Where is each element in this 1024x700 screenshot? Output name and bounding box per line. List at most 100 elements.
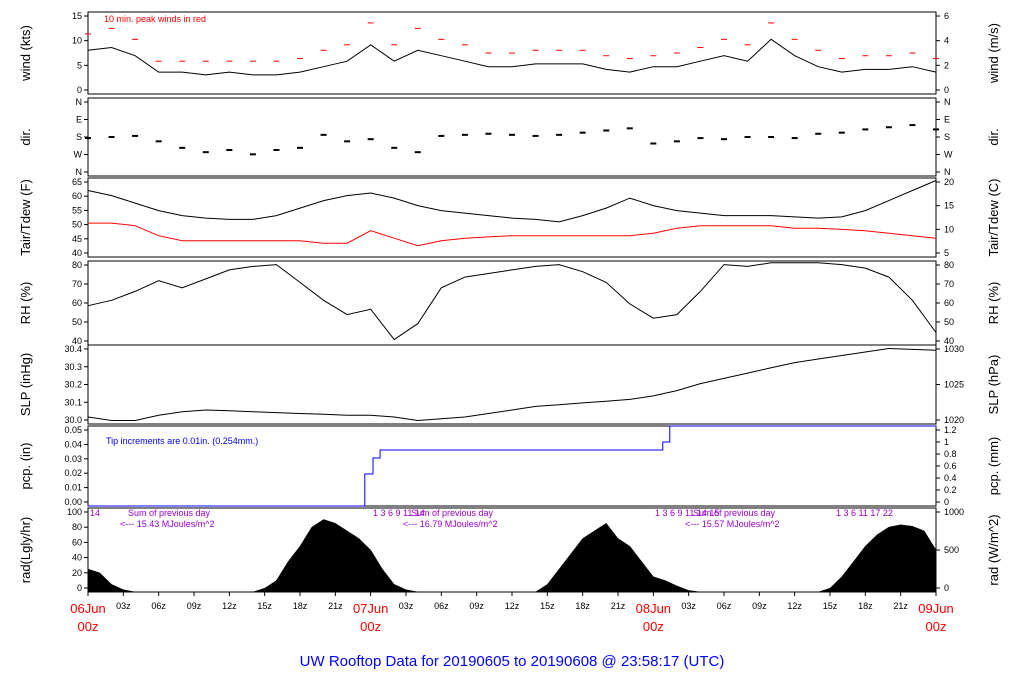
x-tick-label: 03z bbox=[399, 601, 414, 611]
x-tick-label: 12z bbox=[505, 601, 520, 611]
slp-ytick-label-left: 30.1 bbox=[64, 397, 82, 407]
x-tick-label: 09z bbox=[752, 601, 767, 611]
x-day-hour: 00z bbox=[360, 619, 381, 634]
dir-point bbox=[933, 128, 939, 131]
rad-ytick-label-left: 80 bbox=[72, 522, 82, 532]
dir-point bbox=[650, 142, 657, 145]
rh-ytick-label-right: 70 bbox=[944, 279, 954, 289]
rad-hour-marks: 1 3 6 9 11 14 bbox=[373, 508, 425, 518]
dir-point bbox=[721, 138, 727, 141]
rad-sum-value: <--- 15.43 MJoules/m^2 bbox=[120, 519, 215, 529]
precip-ytick-label-right: 0.4 bbox=[944, 473, 957, 483]
dir-frame bbox=[87, 97, 937, 177]
dir-point bbox=[885, 126, 892, 129]
temp-line-tair bbox=[87, 180, 937, 223]
dir-point bbox=[768, 136, 775, 138]
temp-ylabel-right: Tair/Tdew (C) bbox=[986, 178, 1001, 256]
rh-ylabel-left: RH (%) bbox=[18, 282, 33, 325]
rad-hour-marks: 1 3 6 9 11 14 15 bbox=[655, 508, 719, 518]
chart-title: UW Rooftop Data for 20190605 to 20190608… bbox=[300, 653, 725, 670]
rad-sum-value: <--- 15.57 MJoules/m^2 bbox=[685, 519, 780, 529]
dir-point bbox=[132, 134, 139, 137]
dir-point bbox=[391, 146, 398, 149]
wind-ylabel-left: wind (kts) bbox=[18, 25, 33, 82]
rh-ytick-label-right: 80 bbox=[944, 260, 954, 270]
dir-point bbox=[838, 131, 845, 134]
dir-point bbox=[485, 132, 492, 135]
wind-line-wind bbox=[87, 38, 937, 76]
x-tick-label: 12z bbox=[787, 601, 802, 611]
wind-ytick-label-left: 15 bbox=[72, 11, 82, 21]
dir-point bbox=[202, 151, 209, 154]
rh-ytick-label-left: 40 bbox=[72, 336, 82, 346]
slp-line-slp bbox=[87, 347, 937, 422]
dir-point bbox=[414, 151, 421, 154]
rad-ytick-label-left: 100 bbox=[67, 507, 82, 517]
dir-point bbox=[697, 137, 704, 140]
dir-point bbox=[108, 136, 115, 138]
rad-ylabel-right: rad (W/m^2) bbox=[986, 514, 1001, 585]
wind-ytick-label-right: 4 bbox=[944, 36, 949, 46]
dir-point bbox=[791, 137, 798, 140]
slp-ytick-label-right: 1020 bbox=[944, 415, 964, 425]
dir-point bbox=[249, 153, 256, 156]
temp-ytick-label-right: 15 bbox=[944, 201, 954, 211]
x-tick-label: 18z bbox=[858, 601, 873, 611]
slp-ytick-label-left: 30.3 bbox=[64, 362, 82, 372]
dir-point bbox=[226, 149, 233, 151]
wind-frame bbox=[87, 11, 937, 95]
slp-ylabel-right: SLP (hPa) bbox=[986, 355, 1001, 415]
rh-ylabel-right: RH (%) bbox=[986, 282, 1001, 325]
temp-ytick-label-left: 50 bbox=[72, 220, 82, 230]
x-day-date: 09Jun bbox=[918, 601, 953, 616]
rh-ytick-label-right: 40 bbox=[944, 336, 954, 346]
temp-ytick-label-right: 20 bbox=[944, 177, 954, 187]
rh-panel: 40 50 60 70 80 40 50 60 70 80 RH (%) RH (%) bbox=[18, 260, 1001, 346]
dir-point bbox=[556, 133, 563, 136]
dir-ytick-label-left: W bbox=[74, 150, 83, 160]
rad-ylabel-left: rad(Lgly/hr) bbox=[18, 517, 33, 583]
x-day-hour: 00z bbox=[643, 619, 664, 634]
x-tick-label: 09z bbox=[469, 601, 484, 611]
x-day-hour: 00z bbox=[926, 619, 947, 634]
rad-ytick-label-left: 60 bbox=[72, 537, 82, 547]
wind-ytick-label-left: 0 bbox=[77, 85, 82, 95]
dir-ylabel-right: dir. bbox=[986, 128, 1001, 145]
wind-panel: 0 5 10 15 0 2 4 6 wind (kts) wind (m/s) 10 min. pe… bbox=[18, 11, 1001, 95]
dir-point bbox=[297, 146, 303, 149]
dir-ytick-label-right: N bbox=[944, 167, 951, 177]
wind-ytick-label-right: 0 bbox=[944, 85, 949, 95]
rad-area bbox=[87, 519, 937, 593]
rad-sum-label: Sum of previous day bbox=[411, 508, 494, 518]
dir-point bbox=[320, 133, 327, 136]
precip-ylabel-right: pcp. (mm) bbox=[986, 437, 1001, 496]
dir-point bbox=[344, 140, 351, 143]
x-day-hour: 00z bbox=[78, 619, 99, 634]
slp-ylabel-left: SLP (inHg) bbox=[18, 353, 33, 416]
precip-ytick-label-right: 1 bbox=[944, 437, 949, 447]
dir-ytick-label-left: N bbox=[76, 97, 83, 107]
dir-point bbox=[367, 138, 374, 141]
rh-ytick-label-left: 60 bbox=[72, 298, 82, 308]
dir-point bbox=[603, 129, 610, 132]
dir-point bbox=[909, 124, 916, 127]
dir-point bbox=[744, 136, 751, 138]
x-tick-label: 21z bbox=[611, 601, 626, 611]
x-tick-label: 18z bbox=[575, 601, 590, 611]
temp-ytick-label-left: 55 bbox=[72, 205, 82, 215]
wind-ytick-label-right: 6 bbox=[944, 11, 949, 21]
rad-ytick-label-right: 0 bbox=[944, 583, 949, 593]
precip-ytick-label-left: 0.02 bbox=[64, 468, 82, 478]
x-tick-label: 03z bbox=[681, 601, 696, 611]
rad-frame bbox=[87, 507, 937, 593]
x-tick-label: 12z bbox=[222, 601, 237, 611]
x-tick-label: 06z bbox=[717, 601, 732, 611]
rad-ytick-label-left: 0 bbox=[77, 583, 82, 593]
slp-ytick-label-left: 30.2 bbox=[64, 380, 82, 390]
rh-line-rh bbox=[87, 262, 937, 341]
dir-point bbox=[626, 127, 633, 130]
dir-point bbox=[579, 131, 586, 134]
slp-ytick-label-left: 30.4 bbox=[64, 344, 82, 354]
